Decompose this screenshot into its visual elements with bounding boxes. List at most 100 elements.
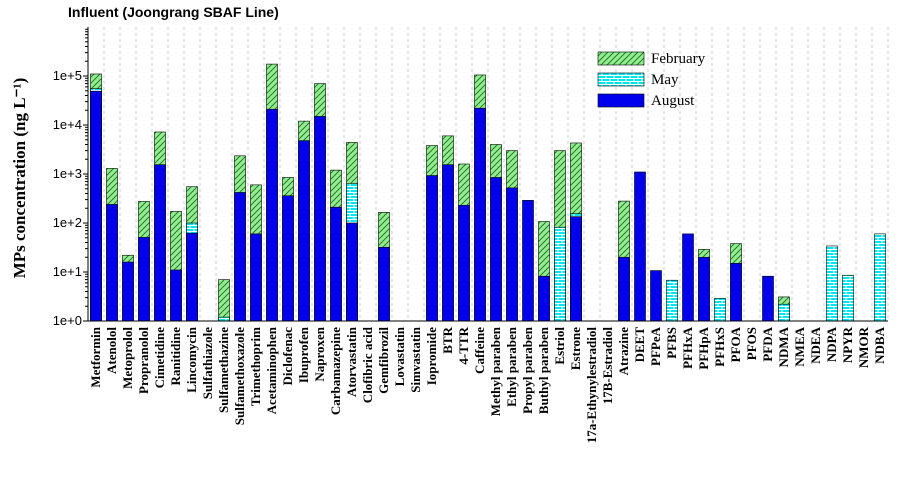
bar (634, 171, 646, 322)
y-tick-label: 1e+5 (53, 68, 82, 83)
bar (314, 116, 326, 322)
bar (426, 175, 438, 322)
bar (682, 233, 694, 322)
x-tick-label: Sulfamethoxazole (232, 327, 247, 425)
bar (170, 269, 182, 322)
bar (778, 303, 790, 322)
x-tick-label: Propyl paraben (520, 326, 535, 414)
bar (698, 256, 710, 322)
x-tick-label: Methyl paraben (488, 326, 503, 416)
legend-label: May (651, 72, 679, 88)
x-tick-label: Ranitidine (168, 327, 183, 386)
x-tick-label: 4-TTR (456, 326, 471, 364)
x-tick-label: NDBA (872, 326, 887, 363)
bar (474, 107, 486, 322)
x-tick-label: PFDA (760, 326, 775, 361)
x-tick-label: 17B-Estradiol (600, 327, 615, 405)
x-tick-label: Acetaminophen (264, 326, 279, 414)
bar (762, 275, 774, 322)
legend-label: August (651, 93, 695, 109)
bar (826, 245, 838, 322)
x-tick-label: Atorvastatin (344, 326, 359, 397)
x-tick-label: PFOA (728, 326, 743, 362)
x-tick-label: Gemfibrozil (376, 327, 391, 394)
x-tick-label: NDMA (776, 326, 791, 367)
x-tick-label: NDPA (824, 326, 839, 362)
bar (570, 216, 582, 322)
y-tick-label: 1e+1 (53, 264, 82, 279)
bar (378, 246, 390, 322)
legend-swatch (597, 72, 645, 87)
x-tick-label: Buthyl paraben (536, 326, 551, 414)
x-tick-label: NDEA (808, 326, 823, 363)
x-tick-label: NMOR (856, 326, 871, 368)
bar (106, 204, 118, 322)
bar (218, 316, 230, 322)
bar (330, 206, 342, 322)
x-tick-label: Lincomycin (184, 326, 199, 392)
bar (554, 226, 566, 322)
x-tick-label: PFOS (744, 327, 759, 360)
x-tick-label: Metformin (88, 326, 103, 387)
bar (186, 232, 198, 322)
bar (842, 274, 854, 322)
legend-label: February (651, 51, 706, 67)
bar (874, 233, 886, 322)
y-tick-label: 1e+4 (53, 117, 82, 132)
bar (522, 200, 534, 322)
bar (346, 222, 358, 322)
bar (442, 164, 454, 322)
x-tick-label: Ethyl paraben (504, 326, 519, 407)
x-tick-label: Trimethoprim (248, 327, 263, 406)
x-tick-label: Estrone (568, 327, 583, 370)
x-tick-label: PFHxA (680, 326, 695, 368)
x-tick-label: Naproxen (312, 326, 327, 381)
bar (266, 108, 278, 322)
bar (138, 237, 150, 322)
bar (218, 279, 230, 322)
x-tick-label: Metoprolol (120, 327, 135, 389)
y-axis-label: MPs concentration (ng L⁻¹) (10, 78, 29, 279)
x-tick-label: 17a-Ethynylestradiol (584, 327, 599, 444)
x-tick-label: PFHpA (696, 326, 711, 369)
x-tick-label: DEET (632, 327, 647, 363)
bar (666, 279, 678, 322)
x-tick-label: PFHxS (712, 327, 727, 367)
x-tick-label: Sulfathiazole (200, 327, 215, 399)
x-tick-label: PFBS (664, 327, 679, 359)
x-tick-label: Cimetidine (152, 327, 167, 389)
bar (650, 270, 662, 322)
bar (234, 192, 246, 322)
x-tick-label: Propranolol (136, 327, 151, 394)
bar (282, 195, 294, 322)
bar (298, 140, 310, 322)
x-tick-label: Simvastatin (408, 326, 423, 393)
y-tick-label: 1e+2 (53, 215, 82, 230)
legend-swatch (597, 93, 645, 108)
legend-swatch (597, 51, 645, 66)
x-tick-label: Diclofenac (280, 327, 295, 386)
x-tick-label: Atrazine (616, 327, 631, 376)
bar (250, 233, 262, 322)
x-tick-label: NPYR (840, 326, 855, 363)
bar (154, 164, 166, 322)
x-tick-label: BTR (440, 326, 455, 353)
bar (538, 275, 550, 322)
x-tick-label: Carbamazepine (328, 327, 343, 415)
x-tick-label: Ibuprofen (296, 326, 311, 383)
y-tick-label: 1e+0 (53, 313, 82, 328)
x-tick-label: Sulfamethazine (216, 327, 231, 413)
bar (90, 90, 102, 322)
bar (506, 187, 518, 322)
x-tick-label: Clofibric acid (360, 326, 375, 403)
x-tick-label: Caffeine (472, 327, 487, 374)
bar (714, 298, 726, 322)
x-tick-label: PFPeA (648, 326, 663, 366)
x-tick-label: NMEA (792, 326, 807, 366)
bar (730, 263, 742, 322)
x-tick-label: Estriol (552, 327, 567, 365)
bar (618, 256, 630, 322)
chart-title: Influent (Joongrang SBAF Line) (68, 4, 279, 20)
x-tick-label: Lovastatin (392, 326, 407, 386)
